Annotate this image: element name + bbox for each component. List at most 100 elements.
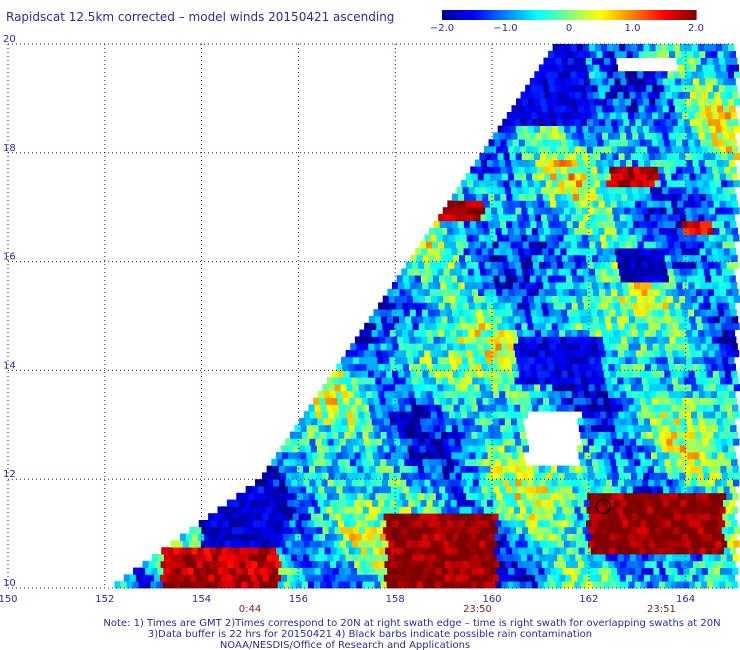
heatmap-cell bbox=[567, 166, 574, 174]
heatmap-cell bbox=[604, 343, 611, 351]
heatmap-cell bbox=[535, 78, 543, 86]
heatmap-cell bbox=[717, 248, 725, 256]
heatmap-cell bbox=[409, 397, 417, 405]
heatmap-cell bbox=[264, 533, 272, 541]
heatmap-cell bbox=[442, 438, 449, 446]
heatmap-cell bbox=[529, 390, 536, 398]
heatmap-cell bbox=[593, 91, 600, 99]
heatmap-cell bbox=[671, 431, 678, 439]
heatmap-cell bbox=[703, 180, 710, 188]
heatmap-cell bbox=[494, 282, 502, 290]
heatmap-cell bbox=[606, 207, 613, 215]
colorbar-segment bbox=[668, 10, 673, 20]
heatmap-cell bbox=[633, 309, 641, 317]
heatmap-cell bbox=[434, 581, 442, 589]
heatmap-cell bbox=[356, 343, 363, 351]
heatmap-cell bbox=[688, 166, 695, 174]
heatmap-cell bbox=[378, 560, 385, 568]
heatmap-cell bbox=[621, 336, 628, 344]
heatmap-cell bbox=[642, 180, 650, 188]
heatmap-cell bbox=[573, 139, 580, 147]
heatmap-cell bbox=[646, 282, 653, 290]
heatmap-cell bbox=[382, 438, 389, 446]
heatmap-cell bbox=[630, 180, 637, 188]
heatmap-cell bbox=[604, 431, 611, 439]
heatmap-cell bbox=[444, 329, 451, 337]
heatmap-cell bbox=[610, 173, 618, 181]
heatmap-cell bbox=[139, 567, 146, 575]
heatmap-cell bbox=[410, 520, 417, 528]
heatmap-cell bbox=[542, 166, 550, 174]
heatmap-cell bbox=[462, 390, 470, 398]
heatmap-cell bbox=[721, 180, 728, 188]
heatmap-cell bbox=[732, 64, 739, 72]
heatmap-cell bbox=[617, 146, 624, 154]
heatmap-cell bbox=[705, 486, 712, 494]
heatmap-cell bbox=[720, 377, 727, 385]
heatmap-cell bbox=[560, 220, 568, 228]
heatmap-cell bbox=[506, 282, 514, 290]
heatmap-cell bbox=[442, 261, 449, 269]
heatmap-cell bbox=[524, 248, 531, 256]
heatmap-cell bbox=[419, 384, 426, 392]
heatmap-cell bbox=[696, 540, 704, 548]
heatmap-cell bbox=[604, 506, 612, 514]
heatmap-cell bbox=[665, 316, 672, 324]
heatmap-cell bbox=[636, 180, 643, 188]
heatmap-cell bbox=[424, 479, 431, 487]
heatmap-cell bbox=[424, 411, 432, 419]
heatmap-cell bbox=[512, 248, 519, 256]
heatmap-cell bbox=[680, 302, 688, 310]
heatmap-cell bbox=[556, 173, 563, 181]
heatmap-cell bbox=[321, 438, 328, 446]
heatmap-cell bbox=[653, 506, 660, 514]
heatmap-cell bbox=[626, 248, 634, 256]
heatmap-cell bbox=[527, 540, 534, 548]
heatmap-cell bbox=[575, 91, 582, 99]
heatmap-cell bbox=[480, 214, 487, 222]
heatmap-cell bbox=[525, 254, 532, 262]
heatmap-cell bbox=[512, 112, 520, 120]
heatmap-cell bbox=[718, 84, 726, 92]
heatmap-cell bbox=[537, 282, 544, 290]
heatmap-cell bbox=[590, 560, 597, 568]
heatmap-cell bbox=[406, 540, 413, 548]
heatmap-cell bbox=[519, 254, 526, 262]
heatmap-cell bbox=[366, 547, 374, 555]
heatmap-cell bbox=[292, 472, 299, 480]
heatmap-cell bbox=[611, 554, 619, 562]
heatmap-cell bbox=[596, 452, 604, 460]
heatmap-cell bbox=[308, 506, 315, 514]
heatmap-cell bbox=[384, 390, 391, 398]
heatmap-cell bbox=[632, 499, 639, 507]
heatmap-cell bbox=[524, 166, 532, 174]
heatmap-cell bbox=[301, 431, 309, 439]
heatmap-cell bbox=[555, 533, 562, 541]
heatmap-cell bbox=[492, 186, 500, 194]
heatmap-cell bbox=[484, 234, 492, 242]
heatmap-cell bbox=[538, 404, 545, 412]
heatmap-cell bbox=[519, 506, 527, 514]
heatmap-cell bbox=[558, 71, 565, 79]
heatmap-cell bbox=[604, 520, 611, 528]
heatmap-cell bbox=[588, 268, 596, 276]
heatmap-cell bbox=[658, 84, 665, 92]
heatmap-cell bbox=[184, 560, 192, 568]
heatmap-cell bbox=[504, 418, 512, 426]
y-tick-label: 18 bbox=[3, 143, 16, 154]
heatmap-cell bbox=[699, 424, 707, 432]
heatmap-cell bbox=[468, 499, 476, 507]
heatmap-cell bbox=[497, 384, 505, 392]
heatmap-cell bbox=[564, 71, 572, 79]
heatmap-cell bbox=[517, 105, 524, 113]
heatmap-cell bbox=[671, 118, 679, 126]
heatmap-cell bbox=[646, 458, 653, 466]
heatmap-cell bbox=[442, 540, 450, 548]
heatmap-cell bbox=[161, 547, 168, 555]
heatmap-cell bbox=[496, 554, 504, 562]
heatmap-cell bbox=[539, 350, 546, 358]
heatmap-cell bbox=[428, 282, 435, 290]
heatmap-cell bbox=[605, 479, 613, 487]
heatmap-cell bbox=[708, 465, 715, 473]
heatmap-cell bbox=[340, 356, 348, 364]
